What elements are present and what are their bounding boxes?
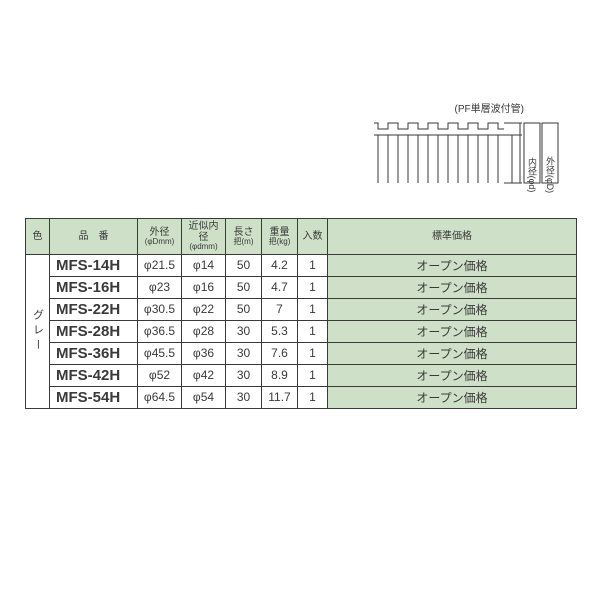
price-cell: オープン価格 bbox=[328, 342, 577, 364]
col-id-header: 近似内径(φdmm) bbox=[182, 219, 226, 255]
color-cell: グレー bbox=[26, 254, 50, 408]
length-cell: 50 bbox=[226, 298, 262, 320]
od-cell: φ45.5 bbox=[138, 342, 182, 364]
id-cell: φ36 bbox=[182, 342, 226, 364]
price-cell: オープン価格 bbox=[328, 364, 577, 386]
od-cell: φ52 bbox=[138, 364, 182, 386]
qty-cell: 1 bbox=[298, 298, 328, 320]
price-cell: オープン価格 bbox=[328, 254, 577, 276]
table-row: MFS-42Hφ52φ42308.91オープン価格 bbox=[26, 364, 577, 386]
table-row: MFS-36Hφ45.5φ36307.61オープン価格 bbox=[26, 342, 577, 364]
price-cell: オープン価格 bbox=[328, 320, 577, 342]
partno-cell: MFS-36H bbox=[50, 342, 138, 364]
col-qty-header: 入数 bbox=[298, 219, 328, 255]
table-row: グレーMFS-14Hφ21.5φ14504.21オープン価格 bbox=[26, 254, 577, 276]
weight-cell: 4.2 bbox=[262, 254, 298, 276]
length-cell: 50 bbox=[226, 276, 262, 298]
table-body: グレーMFS-14Hφ21.5φ14504.21オープン価格MFS-16Hφ23… bbox=[26, 254, 577, 408]
partno-cell: MFS-22H bbox=[50, 298, 138, 320]
weight-cell: 4.7 bbox=[262, 276, 298, 298]
partno-cell: MFS-54H bbox=[50, 386, 138, 408]
weight-cell: 5.3 bbox=[262, 320, 298, 342]
table-row: MFS-22Hφ30.5φ225071オープン価格 bbox=[26, 298, 577, 320]
table-row: MFS-16Hφ23φ16504.71オープン価格 bbox=[26, 276, 577, 298]
od-cell: φ30.5 bbox=[138, 298, 182, 320]
weight-cell: 7.6 bbox=[262, 342, 298, 364]
partno-cell: MFS-42H bbox=[50, 364, 138, 386]
weight-cell: 8.9 bbox=[262, 364, 298, 386]
id-cell: φ14 bbox=[182, 254, 226, 276]
inner-dia-label: 内径(φd) bbox=[527, 156, 537, 192]
id-cell: φ28 bbox=[182, 320, 226, 342]
qty-cell: 1 bbox=[298, 276, 328, 298]
id-cell: φ22 bbox=[182, 298, 226, 320]
table-row: MFS-54Hφ64.5φ543011.71オープン価格 bbox=[26, 386, 577, 408]
length-cell: 30 bbox=[226, 320, 262, 342]
length-cell: 30 bbox=[226, 386, 262, 408]
od-cell: φ36.5 bbox=[138, 320, 182, 342]
col-length-header: 長さ把(m) bbox=[226, 219, 262, 255]
id-cell: φ16 bbox=[182, 276, 226, 298]
diagram-caption: (PF単層波付管) bbox=[364, 100, 564, 115]
pipe-diagram-section: (PF単層波付管) bbox=[364, 100, 564, 210]
id-cell: φ54 bbox=[182, 386, 226, 408]
price-cell: オープン価格 bbox=[328, 298, 577, 320]
partno-cell: MFS-28H bbox=[50, 320, 138, 342]
od-cell: φ23 bbox=[138, 276, 182, 298]
outer-dia-label: 外径(φD) bbox=[545, 156, 555, 193]
col-weight-header: 重量把(kg) bbox=[262, 219, 298, 255]
table-row: MFS-28Hφ36.5φ28305.31オープン価格 bbox=[26, 320, 577, 342]
col-color-header: 色 bbox=[26, 219, 50, 255]
partno-cell: MFS-16H bbox=[50, 276, 138, 298]
spec-table: 色 品 番 外径(φDmm) 近似内径(φdmm) 長さ把(m) 重量把(kg)… bbox=[25, 218, 577, 409]
length-cell: 30 bbox=[226, 342, 262, 364]
header-row: 色 品 番 外径(φDmm) 近似内径(φdmm) 長さ把(m) 重量把(kg)… bbox=[26, 219, 577, 255]
spec-table-wrap: 色 品 番 外径(φDmm) 近似内径(φdmm) 長さ把(m) 重量把(kg)… bbox=[25, 218, 577, 409]
pipe-diagram: 内径(φd) 外径(φD) bbox=[364, 117, 564, 207]
qty-cell: 1 bbox=[298, 320, 328, 342]
od-cell: φ64.5 bbox=[138, 386, 182, 408]
price-cell: オープン価格 bbox=[328, 386, 577, 408]
price-cell: オープン価格 bbox=[328, 276, 577, 298]
qty-cell: 1 bbox=[298, 386, 328, 408]
qty-cell: 1 bbox=[298, 364, 328, 386]
partno-cell: MFS-14H bbox=[50, 254, 138, 276]
weight-cell: 7 bbox=[262, 298, 298, 320]
weight-cell: 11.7 bbox=[262, 386, 298, 408]
qty-cell: 1 bbox=[298, 342, 328, 364]
col-od-header: 外径(φDmm) bbox=[138, 219, 182, 255]
length-cell: 50 bbox=[226, 254, 262, 276]
length-cell: 30 bbox=[226, 364, 262, 386]
id-cell: φ42 bbox=[182, 364, 226, 386]
od-cell: φ21.5 bbox=[138, 254, 182, 276]
col-partno-header: 品 番 bbox=[50, 219, 138, 255]
qty-cell: 1 bbox=[298, 254, 328, 276]
col-price-header: 標準価格 bbox=[328, 219, 577, 255]
